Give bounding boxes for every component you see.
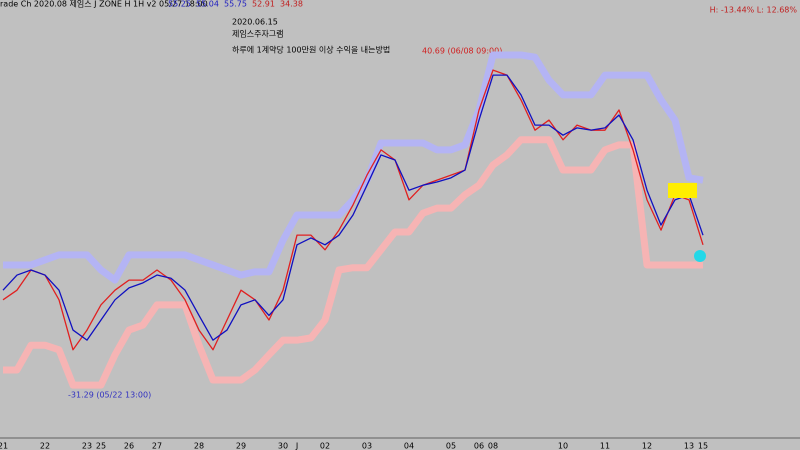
series-line [2, 74, 704, 341]
x-tick-label: 23 [82, 442, 92, 450]
header-left: rade Ch 2020.08 제임스 J ZONE H 1H v2 05/27… [0, 0, 208, 9]
x-tick-label: 10 [558, 442, 568, 450]
x-tick-label: 11 [600, 442, 610, 450]
x-tick-label: 25 [96, 442, 106, 450]
x-tick-label: 12 [642, 442, 652, 450]
series-line [2, 69, 704, 351]
x-tick-label: 04 [404, 442, 414, 450]
x-tick-label: 29 [236, 442, 246, 450]
x-tick-label: 02 [320, 442, 330, 450]
x-tick-label: 13 [684, 442, 694, 450]
x-tick-label: 30 [278, 442, 288, 450]
x-tick-label: 27 [152, 442, 162, 450]
chart-subtitle: 하루에 1계약당 100만원 이상 수익을 내는방법 [232, 45, 390, 55]
x-tick-label: 08 [488, 442, 498, 450]
quote: 52.91 [252, 0, 275, 9]
x-tick-label: 05 [446, 442, 456, 450]
chart-date: 2020.06.15 [232, 18, 278, 27]
x-tick-label: 21 [0, 442, 8, 450]
highlight-box [668, 183, 697, 198]
x-tick-label: J [295, 442, 298, 450]
x-tick-label: 15 [698, 442, 708, 450]
x-tick-label: 28 [194, 442, 204, 450]
quote: 55.25 [168, 0, 191, 9]
x-tick-label: 06 [474, 442, 484, 450]
annotation: -31.29 (05/22 13:00) [68, 391, 151, 400]
x-tick-label: 26 [124, 442, 134, 450]
quote: 34.38 [280, 0, 303, 9]
x-tick-label: 22 [40, 442, 50, 450]
highlight-dot [694, 250, 706, 262]
annotation: 40.69 (06/08 09:00) [422, 47, 502, 56]
series-line [3, 136, 703, 389]
header-right: H: -13.44% L: 12.68% [710, 6, 798, 15]
quote: 55.75 [224, 0, 247, 9]
quote: 55.04 [196, 0, 219, 9]
series-line [3, 51, 704, 284]
x-tick-label: 03 [362, 442, 372, 450]
chart-title: 제임스주자그램 [232, 29, 284, 39]
